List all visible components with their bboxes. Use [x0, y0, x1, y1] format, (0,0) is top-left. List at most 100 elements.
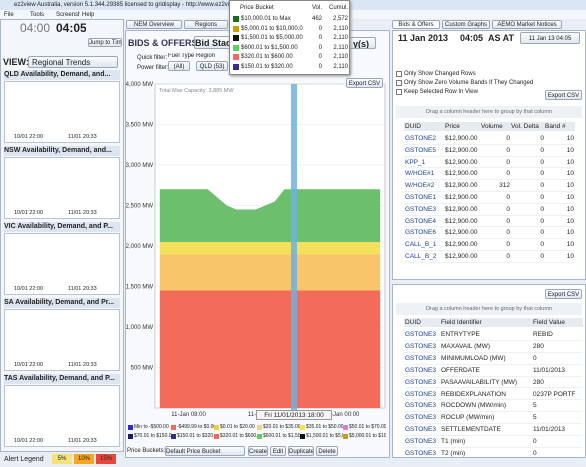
- price-bucket-dropdown[interactable]: Default Price Bucket: [165, 446, 245, 456]
- menu-item[interactable]: Tools: [30, 12, 45, 18]
- table-cell: 10: [544, 204, 574, 216]
- tab[interactable]: AEMO Market Notices: [492, 20, 562, 29]
- popup-header: Price Bucket: [240, 5, 274, 11]
- toolbar-button[interactable]: Create: [248, 446, 268, 456]
- trend-title: VIC Availability, Demand, and P...: [4, 222, 120, 232]
- bids-heading: BIDS & OFFERS:: [128, 38, 198, 48]
- column-header[interactable]: Vol. Delta: [510, 122, 545, 131]
- table-cell: GSTONE6: [404, 227, 444, 240]
- legend-swatch: [214, 434, 219, 439]
- region[interactable]: QLD (53): [196, 61, 228, 71]
- checkbox[interactable]: [396, 89, 402, 95]
- toolbar-button[interactable]: Edit: [270, 446, 286, 456]
- jump-button[interactable]: Jump to Time: [88, 38, 122, 47]
- table-cell: ROCUP (MW/min): [440, 412, 532, 425]
- quick-filter: Quick filter:: [137, 55, 168, 61]
- table-cell: ENTRYTYPE: [440, 329, 532, 341]
- legend-swatch: [257, 425, 262, 430]
- table-cell: 0: [510, 192, 544, 204]
- table-cell: 0: [480, 239, 510, 251]
- table-cell: GSTONE3: [404, 412, 440, 425]
- popup-cumul: 2,110: [333, 54, 348, 60]
- trend-chart: [4, 309, 120, 371]
- table-cell: 0: [480, 216, 510, 228]
- legend-label: $35.01 to $50.00: [306, 424, 343, 430]
- table-cell: 11/01/2013: [532, 424, 582, 437]
- column-header[interactable]: Field Value: [532, 318, 583, 327]
- tab[interactable]: NEM Overview: [126, 20, 182, 29]
- menu-item[interactable]: Help: [82, 12, 95, 18]
- table-cell: GSTONE2: [404, 133, 444, 145]
- as-at-value[interactable]: 11 Jan 13 04:05: [520, 32, 580, 44]
- trend-title: NSW Availability, Demand, and...: [4, 146, 120, 156]
- table-cell: GSTONE3: [404, 400, 440, 413]
- popup-swatch: [233, 16, 239, 22]
- table-cell: 0: [480, 204, 510, 216]
- column-header[interactable]: Price: [444, 122, 481, 131]
- menu-item[interactable]: Screenshot: [56, 12, 80, 18]
- cursor-tooltip: Fri 11/01/2013 18:00: [255, 410, 332, 420]
- table-cell: 0: [532, 448, 582, 460]
- trend-x-end: 11/01 20:33: [68, 286, 97, 292]
- table-cell: 10: [544, 168, 574, 181]
- popup-vol: 0: [318, 54, 322, 60]
- column-header[interactable]: DUID: [404, 122, 445, 131]
- table-cell: 0: [510, 251, 544, 263]
- export-button[interactable]: Export CSV: [346, 78, 383, 88]
- table-cell: GSTONE3: [404, 424, 440, 437]
- table-cell: 0: [480, 251, 510, 263]
- x-tick-label: 11-Jan 08:00: [171, 412, 206, 418]
- popup-bucket: $1,500.01 to $5,000.00: [241, 35, 303, 41]
- y-tick-label: 2,500 MW: [126, 204, 154, 210]
- fuel-type[interactable]: (All): [168, 61, 190, 71]
- as-at: AS AT: [488, 33, 514, 43]
- bids-view[interactable]: Bid Stack: [194, 36, 236, 49]
- column-header[interactable]: DUID: [404, 318, 441, 327]
- table-cell: 0: [480, 168, 510, 181]
- checkbox[interactable]: [396, 71, 402, 77]
- table-cell: 312: [480, 180, 510, 192]
- popup-vol: 462: [311, 16, 322, 22]
- column-header[interactable]: Field Identifier: [440, 318, 533, 327]
- export-button[interactable]: Export CSV: [545, 289, 582, 299]
- table-cell: 5: [532, 400, 582, 413]
- bids-view-suffix[interactable]: y(s): [346, 37, 376, 49]
- checkbox[interactable]: [396, 80, 402, 86]
- tab[interactable]: Custom Graphs: [442, 20, 490, 29]
- table-cell: GSTONE3: [404, 365, 440, 377]
- checkbox-label: Keep Selected Row In View: [404, 89, 478, 95]
- table-cell: 0: [510, 239, 544, 251]
- trend-chart: [4, 233, 120, 295]
- export-button[interactable]: Export CSV: [545, 90, 582, 100]
- popup-bucket: $150.01 to $320.00: [241, 63, 293, 70]
- trend-x-start: 10/01 22:00: [14, 286, 44, 292]
- checkbox-label: Only Show Changed Rows: [404, 71, 476, 77]
- table-cell: $12,900.00: [444, 157, 480, 169]
- table-cell: GSTONE5: [404, 145, 444, 157]
- y-tick-label: 1,000 MW: [126, 325, 154, 331]
- table-cell: 10: [544, 133, 574, 145]
- table-cell: 10: [544, 216, 574, 228]
- column-header[interactable]: Band #: [544, 122, 575, 131]
- trend-title: SA Availability, Demand, and Pr...: [4, 298, 120, 308]
- table-cell: 10: [544, 157, 574, 169]
- table-cell: CALL_B_2: [404, 251, 444, 263]
- toolbar-button[interactable]: Duplicate: [288, 446, 314, 456]
- tab[interactable]: Bids & Offers: [392, 20, 440, 29]
- menu-item[interactable]: File: [4, 12, 14, 18]
- popup-cumul: 2,110: [333, 25, 348, 32]
- popup-cumul: 2,110: [333, 44, 348, 51]
- column-header[interactable]: Volume: [480, 122, 511, 131]
- legend-label: $70.01 to $150.00: [134, 433, 171, 439]
- table-cell: GSTONE3: [404, 341, 440, 353]
- table-cell: $12,900.00: [444, 251, 480, 263]
- view-dropdown[interactable]: Regional Trends: [28, 56, 118, 68]
- table-cell: $12,900.00: [444, 239, 480, 251]
- table-cell: $12,900.00: [444, 145, 480, 157]
- y-tick-label: 2,000 MW: [126, 244, 154, 250]
- table-cell: 5: [532, 412, 582, 425]
- toolbar-button[interactable]: Delete: [316, 446, 338, 456]
- tab[interactable]: Regions: [184, 20, 228, 29]
- popup-header: Cumul.: [328, 5, 348, 11]
- table-cell: $12,900.00: [444, 204, 480, 216]
